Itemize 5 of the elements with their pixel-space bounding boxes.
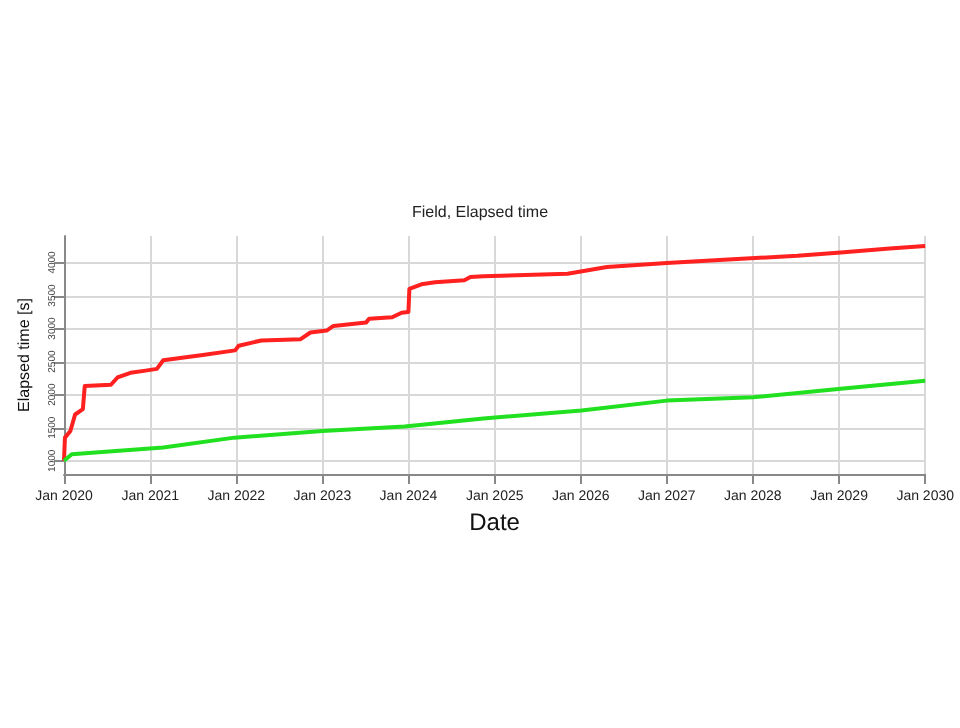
line-series: [62, 378, 928, 463]
chart-title: Field, Elapsed time: [411, 203, 550, 221]
y-axis-title: Elapsed time [s]: [15, 298, 33, 412]
line-series: [62, 243, 928, 463]
x-axis-title: Date: [469, 508, 521, 536]
